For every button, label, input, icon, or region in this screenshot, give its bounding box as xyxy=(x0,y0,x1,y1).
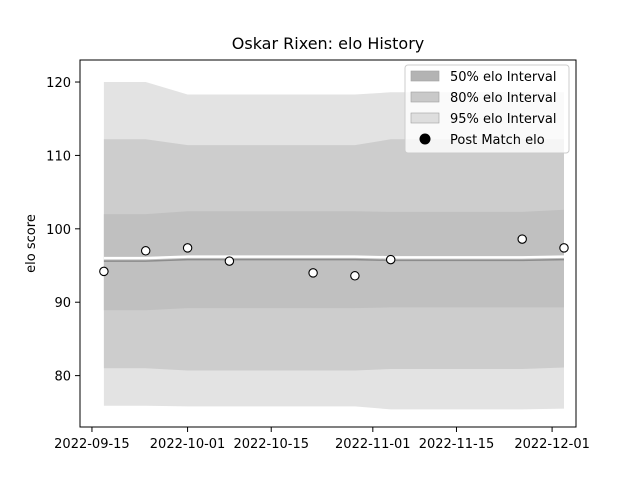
legend-box xyxy=(404,64,570,154)
legend-label: 95% elo Interval xyxy=(450,112,557,127)
y-tick-label: 90 xyxy=(54,296,71,311)
legend-swatch xyxy=(410,70,440,82)
data-point xyxy=(224,256,235,266)
mean-line xyxy=(103,258,565,262)
chart-title: Oskar Rixen: elo History xyxy=(232,34,424,53)
data-point xyxy=(385,254,396,265)
x-tick-label: 2022-09-15 xyxy=(54,437,130,452)
mean-line-highlight xyxy=(103,255,565,260)
axes-frame xyxy=(79,59,577,428)
y-tick-label: 120 xyxy=(46,76,71,91)
y-tick-label: 80 xyxy=(54,370,71,385)
x-axis-ticks: 2022-09-15 2022-10-01 2022-10-15 2022-11-01… xyxy=(54,427,590,452)
legend-label: Post Match elo xyxy=(450,133,545,148)
y-tick-label: 100 xyxy=(46,223,71,238)
y-axis-ticks: 80 90 100 110 120 xyxy=(46,76,80,385)
legend-swatch xyxy=(410,91,440,103)
data-point xyxy=(308,268,318,278)
legend: 50% elo Interval 80% elo Interval 95% elo … xyxy=(404,64,570,154)
mean-line-group xyxy=(103,255,565,262)
legend-marker xyxy=(419,133,431,145)
x-tick-label: 2022-11-01 xyxy=(335,437,411,452)
legend-label: 80% elo Interval xyxy=(450,91,557,106)
data-point xyxy=(140,246,151,256)
legend-swatch xyxy=(410,112,440,124)
y-tick-label: 110 xyxy=(46,149,71,164)
interval-bands xyxy=(103,82,565,410)
y-axis-label: elo score xyxy=(24,214,39,273)
data-point xyxy=(517,234,527,244)
x-tick-label: 2022-10-01 xyxy=(150,437,226,452)
data-point xyxy=(182,243,193,253)
legend-label: 50% elo Interval xyxy=(450,70,557,85)
x-tick-label: 2022-12-01 xyxy=(514,437,590,452)
data-point xyxy=(99,266,109,277)
data-point xyxy=(350,271,360,281)
data-point xyxy=(559,243,569,253)
x-tick-label: 2022-11-15 xyxy=(419,437,495,452)
x-tick-label: 2022-10-15 xyxy=(233,437,309,452)
post-match-points xyxy=(99,234,569,281)
